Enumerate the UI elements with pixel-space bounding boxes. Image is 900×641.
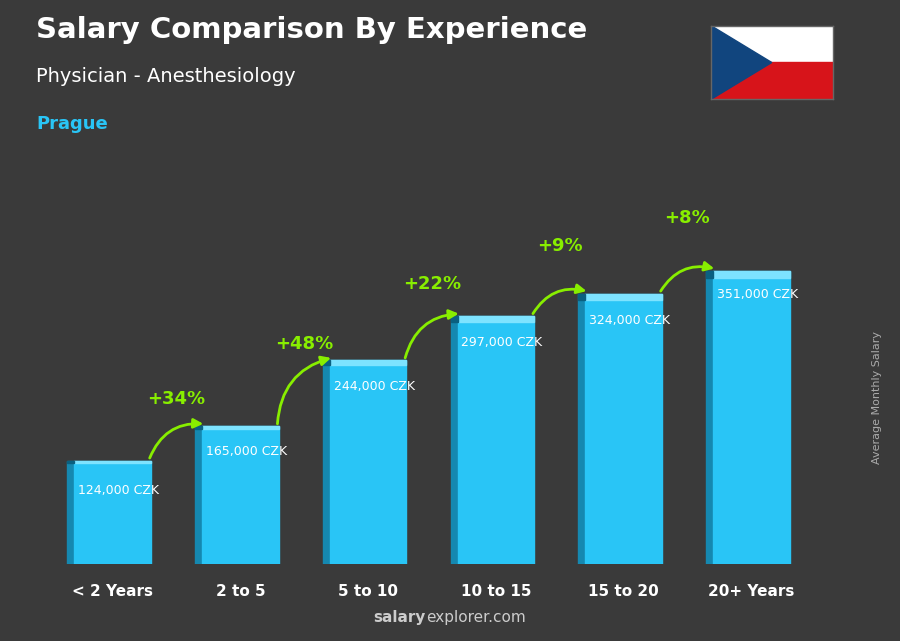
FancyArrowPatch shape: [661, 262, 711, 291]
Bar: [329, 360, 407, 365]
Text: +8%: +8%: [664, 209, 710, 227]
Bar: [585, 294, 662, 299]
Text: +22%: +22%: [403, 275, 461, 293]
Text: +34%: +34%: [148, 390, 205, 408]
FancyArrowPatch shape: [405, 311, 455, 358]
Bar: [323, 360, 329, 564]
Text: +48%: +48%: [275, 335, 333, 353]
Text: Average Monthly Salary: Average Monthly Salary: [872, 331, 883, 464]
Bar: [68, 461, 75, 463]
Bar: [451, 316, 457, 564]
Bar: [711, 62, 832, 99]
Bar: [457, 316, 535, 322]
Bar: [706, 271, 713, 278]
Bar: [75, 461, 151, 564]
Text: salary: salary: [374, 610, 426, 625]
Text: < 2 Years: < 2 Years: [72, 584, 153, 599]
Bar: [579, 294, 585, 299]
Bar: [195, 426, 203, 564]
Text: 324,000 CZK: 324,000 CZK: [590, 313, 670, 327]
Text: Prague: Prague: [36, 115, 108, 133]
Text: 2 to 5: 2 to 5: [216, 584, 266, 599]
Bar: [579, 294, 585, 564]
Bar: [713, 271, 789, 564]
FancyArrowPatch shape: [533, 285, 583, 313]
Text: 20+ Years: 20+ Years: [708, 584, 795, 599]
Text: 5 to 10: 5 to 10: [338, 584, 398, 599]
Text: 15 to 20: 15 to 20: [589, 584, 659, 599]
Bar: [451, 316, 457, 322]
FancyArrowPatch shape: [277, 357, 328, 424]
Text: 244,000 CZK: 244,000 CZK: [334, 380, 415, 394]
Text: +9%: +9%: [537, 237, 582, 254]
Text: 165,000 CZK: 165,000 CZK: [206, 445, 287, 458]
Bar: [706, 271, 713, 564]
Bar: [585, 294, 662, 564]
Bar: [457, 316, 535, 564]
Text: 297,000 CZK: 297,000 CZK: [462, 336, 543, 349]
Text: 351,000 CZK: 351,000 CZK: [717, 288, 798, 301]
FancyArrowPatch shape: [149, 419, 200, 458]
Bar: [323, 360, 329, 365]
Text: 124,000 CZK: 124,000 CZK: [78, 484, 159, 497]
Bar: [195, 426, 203, 429]
Text: explorer.com: explorer.com: [426, 610, 526, 625]
Bar: [68, 461, 75, 564]
Text: 10 to 15: 10 to 15: [461, 584, 531, 599]
Text: Salary Comparison By Experience: Salary Comparison By Experience: [36, 16, 587, 44]
Bar: [202, 426, 279, 429]
Polygon shape: [711, 26, 772, 99]
Bar: [75, 461, 151, 463]
Bar: [713, 271, 789, 278]
Bar: [329, 360, 407, 564]
Text: Physician - Anesthesiology: Physician - Anesthesiology: [36, 67, 295, 87]
Bar: [202, 426, 279, 564]
Bar: [711, 26, 832, 62]
